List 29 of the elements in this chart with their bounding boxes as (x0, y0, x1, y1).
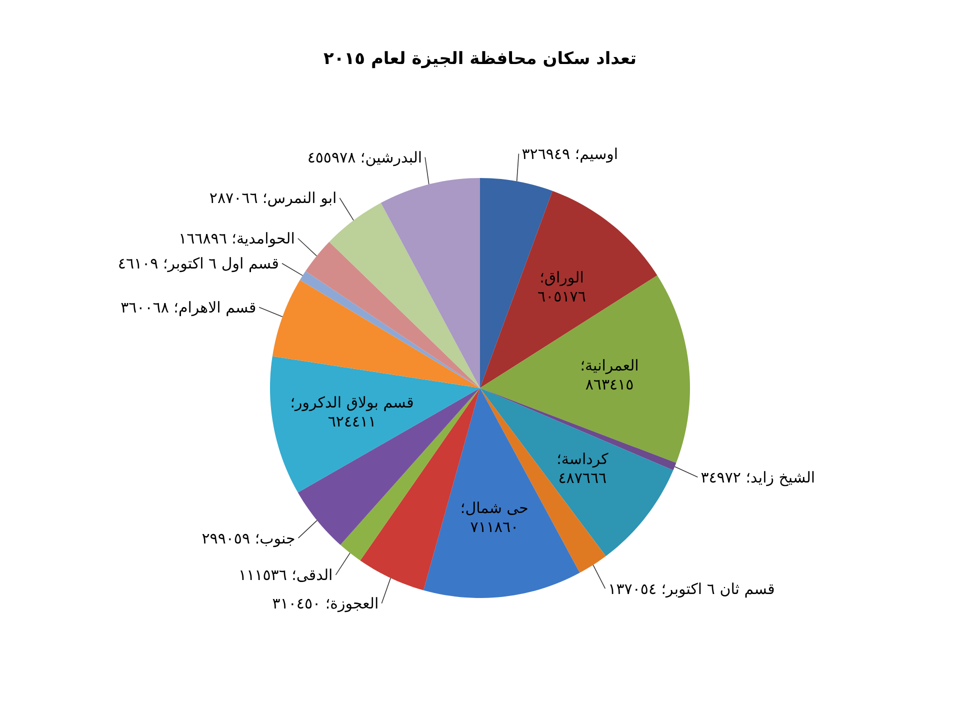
slice-label: قسم اول ٦ اكتوبر؛ ٤٦١٠٩ (118, 254, 279, 273)
slice-label: البدرشين؛ ٤٥٥٩٧٨ (307, 148, 422, 166)
data-label: ٨٦٣٤١٥ (585, 376, 634, 394)
pie-slice (300, 271, 480, 388)
pie-slice (480, 190, 658, 388)
data-label: ٤٨٧٦٦٦ (558, 469, 607, 488)
slice-label: قسم بولاق الدكرور؛ (290, 394, 414, 412)
slice-label: قسم الاهرام؛ ٣٦٠٠٦٨ (120, 298, 256, 317)
data-label: ٦٠٥١٧٦ (538, 287, 586, 306)
slice-label: جنوب؛ ٢٩٩٠٥٩ (202, 529, 296, 548)
slice-label: قسم ثان ٦ اكتوبر؛ ١٣٧٠٥٤ (608, 580, 775, 598)
slice-label: كرداسة؛ (556, 450, 610, 468)
slice-label: الشيخ زايد؛ ٣٤٩٧٢ (700, 468, 816, 486)
slice-label: ابو النمرس؛ ٢٨٧٠٦٦ (209, 189, 337, 208)
slice-label: الحوامدية؛ ١٦٦٨٩٦ (178, 230, 295, 248)
slice-label: العمرانية؛ (580, 356, 639, 375)
slice-label: اوسيم؛ ٣٢٦٩٤٩ (522, 144, 618, 163)
chart-title: تعداد سكان محافظة الجيزة لعام ٢٠١٥ (324, 49, 636, 69)
slice-label: الوراق؛ (540, 268, 584, 286)
slice-label: حى شمال؛ (460, 499, 528, 518)
pie-slice (270, 356, 480, 493)
pie-slice (305, 242, 480, 388)
slice-label: الدقى؛ ١١١٥٣٦ (238, 566, 333, 584)
pie-slice (272, 280, 480, 388)
data-label: ٦٢٤٤١١ (328, 412, 376, 431)
pie-slice (480, 388, 676, 470)
slice-label: العجوزة؛ ٣١٠٤٥٠ (272, 594, 379, 613)
data-label: ٧١١٨٦٠ (470, 518, 519, 536)
pie-slice (380, 178, 480, 388)
